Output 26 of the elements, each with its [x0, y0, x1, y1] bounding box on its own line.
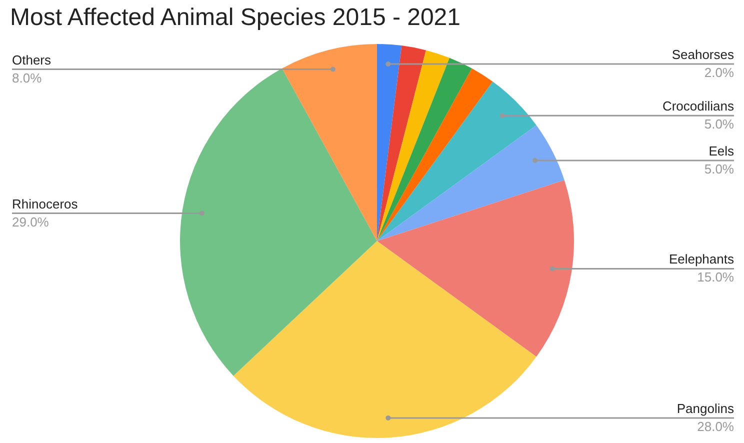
slice-label: Eelephants	[668, 252, 734, 267]
pie-slice	[180, 68, 377, 376]
data-label: 5.0%	[704, 116, 734, 132]
data-label: 2.0%	[704, 65, 734, 80]
pie-slice	[377, 44, 402, 241]
pie-slice	[233, 241, 536, 438]
pie-slice	[377, 125, 564, 241]
pie-slice	[282, 44, 377, 241]
data-label: 28.0%	[697, 418, 734, 434]
pie-slice	[377, 82, 536, 241]
slice-label: Crocodilians	[662, 98, 734, 114]
pie-slice	[377, 50, 450, 241]
pie-slice	[377, 46, 426, 241]
slice-label: Others	[12, 52, 52, 68]
data-label: 8.0%	[12, 70, 42, 86]
slice-label: Pangolins	[676, 400, 734, 416]
data-label: 15.0%	[697, 270, 734, 285]
slice-label: Rhinoceros	[12, 196, 78, 212]
chart-title: Most Affected Animal Species 2015 - 2021	[10, 4, 461, 31]
slice-label: Seahorses	[672, 47, 734, 62]
pie-slice	[377, 68, 493, 241]
pie-slice	[377, 180, 574, 357]
slice-label: Eels	[708, 144, 734, 159]
pie-slice	[377, 58, 472, 241]
data-label: 29.0%	[12, 214, 50, 230]
data-label: 5.0%	[704, 162, 734, 177]
